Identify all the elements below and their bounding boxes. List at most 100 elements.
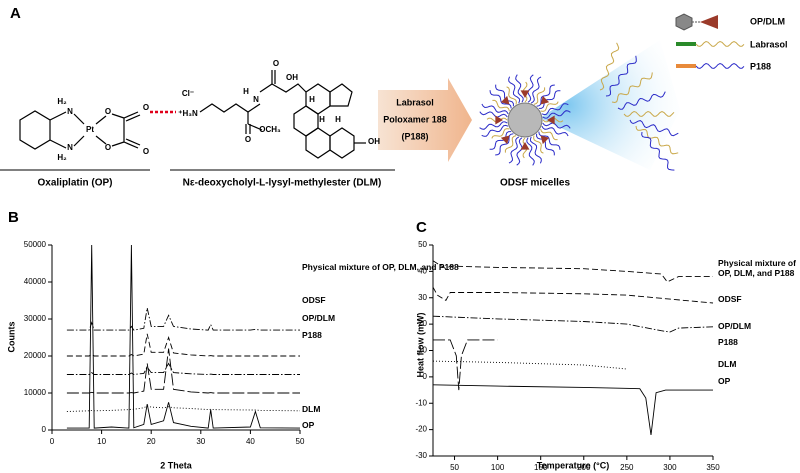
drug	[540, 95, 550, 105]
charts: 0 10000 20000 30000 40000 50000 0 10 20 30 40 50 2 T…	[6, 240, 796, 472]
chart: 0 10000 20000 30000 40000 50000 0 10 20 30 40 50 2 T…	[6, 240, 459, 470]
series-label-box: P188	[302, 330, 322, 340]
legend-waves	[695, 40, 745, 69]
chain	[489, 90, 512, 109]
process-arrow	[378, 78, 472, 162]
y-tick-label: 40000	[24, 277, 47, 286]
atom-label: H	[309, 95, 315, 104]
atom-label: O	[143, 103, 149, 112]
legend-label: P188	[750, 61, 771, 71]
chain	[515, 74, 524, 103]
dlm-structure	[199, 70, 366, 159]
atom-label: H	[335, 115, 341, 124]
series-label-box: Physical mixture of OP, DLM, and P188	[302, 262, 459, 272]
panel-label: B	[8, 209, 19, 226]
series-line	[433, 339, 498, 391]
op-structure	[19, 110, 141, 150]
x-tick-label: 200	[577, 463, 591, 472]
atom-label: N	[253, 95, 259, 104]
chain	[508, 136, 520, 164]
x-tick-label: 50	[450, 463, 459, 472]
y-tick-label: 0	[42, 425, 47, 434]
chain	[541, 125, 569, 137]
chain	[527, 74, 534, 103]
atom-label: Cl⁻	[182, 89, 194, 98]
chain	[617, 91, 666, 110]
series-label: Physical mixture of OP, DLM, and P188	[718, 258, 796, 278]
atom-label: N	[67, 143, 73, 152]
series-label-box: ODSF	[718, 294, 742, 304]
series-label-box: OP/DLM	[302, 313, 336, 323]
atom-label: OH	[286, 73, 298, 82]
series-label-box: Physical mixture of OP, DLM, and P188	[718, 258, 796, 278]
series-label: OP/DLM	[718, 321, 752, 331]
legend-icons	[675, 13, 718, 68]
series-line	[432, 260, 713, 283]
series-label: Physical mixture of OP, DLM, and P188	[302, 262, 459, 272]
legend-label: Labrasol	[750, 39, 788, 49]
series-label: OP/DLM	[302, 313, 336, 323]
atom-label: H₂	[57, 153, 67, 162]
chain	[533, 87, 546, 105]
atom-label: H	[243, 87, 249, 96]
atom-label: OH	[368, 137, 380, 146]
x-tick-label: 350	[706, 463, 720, 472]
series-label: OP	[718, 376, 731, 386]
micelle-caption: ODSF micelles	[500, 178, 570, 189]
x-tick-label: 250	[620, 463, 634, 472]
chain	[530, 76, 542, 104]
x-tick-label: 0	[50, 437, 55, 446]
atom-label: ⁺H₃N	[178, 109, 198, 118]
x-tick-label: 100	[491, 463, 505, 472]
chain	[540, 128, 558, 141]
x-tick-label: 30	[196, 437, 205, 446]
y-axis-title: Counts	[6, 322, 16, 353]
y-tick-label: 10000	[24, 388, 47, 397]
chain	[492, 99, 510, 112]
drug	[495, 115, 503, 125]
chain	[635, 125, 679, 155]
chain	[536, 133, 555, 156]
chain	[491, 128, 510, 139]
chain	[695, 62, 745, 69]
series-label-box: P188	[718, 337, 738, 347]
y-tick-label: 30	[418, 293, 427, 302]
chain	[479, 111, 508, 118]
x-axis-title: Temperature (°C)	[537, 460, 609, 470]
series-line	[66, 362, 300, 375]
series-line	[66, 244, 301, 429]
y-tick-label: 50	[418, 240, 427, 249]
series-label: DLM	[718, 359, 737, 369]
y-tick-label: 10	[418, 346, 427, 355]
x-tick-label: 40	[246, 437, 255, 446]
y-tick-label: -20	[415, 425, 427, 434]
chain	[542, 122, 571, 129]
series-line	[66, 405, 301, 412]
series-label-box: DLM	[302, 404, 320, 414]
atom-label: O	[245, 135, 251, 144]
chain	[489, 131, 512, 150]
chain	[495, 133, 514, 156]
atom-label: Pt	[86, 125, 94, 134]
x-tick-label: 150	[534, 463, 548, 472]
series-label-box: OP/DLM	[718, 321, 752, 331]
x-tick-label: 300	[663, 463, 677, 472]
series-line	[432, 286, 714, 304]
drug	[520, 90, 530, 98]
series-line	[66, 307, 300, 331]
chain	[479, 121, 508, 130]
chain	[533, 135, 544, 154]
chain	[526, 137, 535, 166]
series-line	[432, 315, 714, 333]
chain	[538, 90, 561, 109]
micelle	[479, 42, 679, 171]
series-label: OP	[302, 420, 315, 430]
y-tick-label: 20000	[24, 351, 47, 360]
x-axis-title: 2 Theta	[160, 460, 193, 470]
series-line	[66, 333, 300, 357]
arrow-text: Labrasol	[396, 97, 434, 107]
x-tick-label: 10	[97, 437, 106, 446]
chain	[529, 136, 542, 164]
series-label: P188	[302, 330, 322, 340]
